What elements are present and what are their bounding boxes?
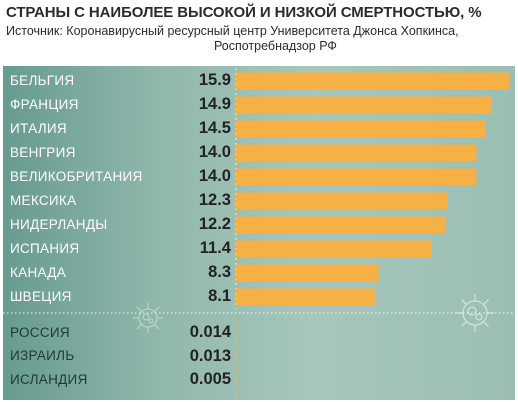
- value-label: 11.4: [199, 239, 231, 257]
- source-line-1: Источник: Коронавирусный ресурсный центр…: [6, 24, 459, 38]
- bar-4: [236, 144, 477, 162]
- category-label: ФРАНЦИЯ: [10, 96, 79, 112]
- category-label: НИДЕРЛАНДЫ: [10, 216, 108, 232]
- value-label: 14.5: [198, 119, 231, 137]
- value-label: 14.0: [198, 167, 231, 185]
- chart-canvas: [3, 68, 515, 400]
- value-label: 14.9: [198, 95, 231, 113]
- bar-8: [236, 240, 432, 258]
- bar-1: [236, 72, 509, 90]
- chart-panel: БЕЛЬГИЯ 15.9 ФРАНЦИЯ 14.9 ИТАЛИЯ 14.5 ВЕНГРИЯ 1…: [3, 66, 515, 400]
- bar-5: [236, 168, 477, 186]
- category-label: ИСПАНИЯ: [10, 240, 80, 256]
- bar-6: [236, 192, 448, 210]
- value-label: 8.3: [208, 263, 231, 281]
- category-label: МЕКСИКА: [10, 192, 77, 208]
- category-label: ИСЛАНДИЯ: [10, 371, 88, 387]
- decorative-virus-left-icon: [133, 303, 163, 333]
- category-label: ВЕНГРИЯ: [10, 144, 76, 160]
- value-label: 0.013: [189, 346, 231, 365]
- source-line-2: Роспотребнадзор РФ: [214, 39, 337, 53]
- value-label: 12.2: [198, 215, 231, 233]
- value-label: 0.005: [189, 370, 231, 388]
- bar-3: [236, 120, 485, 138]
- value-label: 0.014: [189, 323, 231, 341]
- chart-title: СТРАНЫ С НАИБОЛЕЕ ВЫСОКОЙ И НИЗКОЙ СМЕРТ…: [6, 4, 482, 21]
- category-label: РОССИЯ: [10, 324, 70, 340]
- category-label: БЕЛЬГИЯ: [10, 72, 75, 88]
- bar-7: [236, 216, 446, 234]
- category-label: ШВЕЦИЯ: [10, 288, 72, 304]
- bar-2: [236, 96, 492, 114]
- value-label: 12.3: [198, 191, 231, 209]
- category-label: ИЗРАИЛЬ: [10, 348, 75, 363]
- category-label: ВЕЛИКОБРИТАНИЯ: [10, 168, 143, 184]
- bar-9: [236, 264, 379, 282]
- bar-10: [236, 288, 376, 306]
- chart-source: Источник: Коронавирусный ресурсный центр…: [6, 24, 496, 54]
- value-label: 14.0: [198, 143, 231, 161]
- category-label: КАНАДА: [10, 264, 67, 280]
- value-label: 8.1: [208, 287, 231, 305]
- category-label: ИТАЛИЯ: [10, 120, 67, 136]
- value-label: 15.9: [198, 71, 231, 89]
